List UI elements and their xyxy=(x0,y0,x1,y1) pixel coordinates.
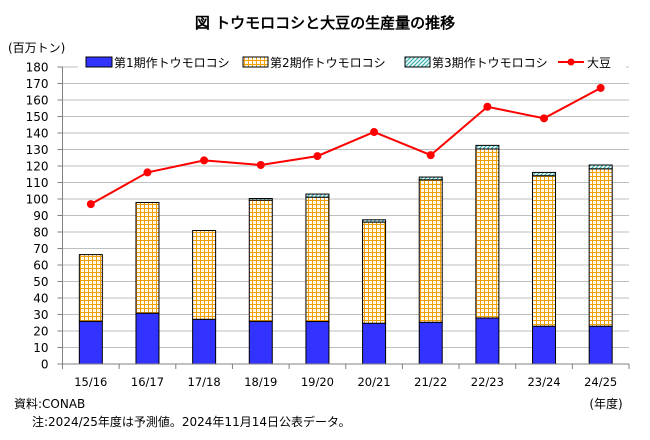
x-tick-label: 24/25 xyxy=(584,375,617,389)
bar-stage1-corn xyxy=(305,320,330,365)
x-tick-label: 22/23 xyxy=(471,375,504,389)
bar-stage2-corn xyxy=(192,230,217,320)
legend: 第1期作トウモロコシ 第2期作トウモロコシ 第3期作トウモロコシ 大豆 xyxy=(78,52,626,72)
y-tick-label: 170 xyxy=(26,77,49,91)
source-note: 資料:CONAB xyxy=(14,397,85,411)
y-tick-label: 130 xyxy=(26,143,49,157)
soy-point xyxy=(200,156,209,165)
y-tick-label: 80 xyxy=(33,226,48,240)
y-axis-ticks: 0 10 20 30 40 50 60 70 80 90 100 110 120 130 140 150 160… xyxy=(26,61,63,372)
y-tick-label: 20 xyxy=(33,325,48,339)
soy-point xyxy=(596,83,605,92)
x-tick-label: 20/21 xyxy=(357,375,390,389)
soy-point xyxy=(256,161,265,170)
y-tick-label: 90 xyxy=(33,209,48,223)
bar-stage1-corn xyxy=(135,312,160,365)
bar-stage1-corn xyxy=(418,321,443,365)
soy-point xyxy=(426,151,435,160)
bars xyxy=(78,144,613,365)
x-tick-label: 23/24 xyxy=(527,375,560,389)
bar-stage3-corn xyxy=(362,219,387,223)
bar-stage1-corn xyxy=(192,318,217,365)
soy-point xyxy=(313,152,322,161)
y-tick-label: 180 xyxy=(26,61,49,75)
x-tick-label: 19/20 xyxy=(301,375,334,389)
y-tick-label: 100 xyxy=(26,193,49,207)
y-tick-label: 50 xyxy=(33,275,48,289)
bar-stage3-corn xyxy=(248,198,273,201)
legend-label-stage2: 第2期作トウモロコシ xyxy=(270,56,386,70)
y-tick-label: 110 xyxy=(26,176,49,190)
bar-stage1-corn xyxy=(532,325,557,365)
y-tick-label: 160 xyxy=(26,94,49,108)
soy-point xyxy=(483,102,492,111)
soy-point xyxy=(540,114,549,123)
bar-stage2-corn xyxy=(78,254,103,322)
bar-stage2-corn xyxy=(532,175,557,327)
bar-stage2-corn xyxy=(475,148,500,319)
soy-point xyxy=(143,168,152,177)
legend-swatch-stage2 xyxy=(242,56,269,68)
soy-point xyxy=(370,128,379,137)
x-tick-label: 17/18 xyxy=(188,375,221,389)
y-axis-unit-label: (百万トン) xyxy=(8,41,65,55)
bar-stage2-corn xyxy=(135,201,160,314)
bar-stage1-corn xyxy=(588,325,613,365)
legend-item-soy: 大豆 xyxy=(558,56,611,70)
x-tick-label: 15/16 xyxy=(74,375,107,389)
y-tick-label: 150 xyxy=(26,110,49,124)
bar-stage2-corn xyxy=(588,168,613,327)
legend-item-stage3: 第3期作トウモロコシ xyxy=(404,56,548,70)
legend-label-stage3: 第3期作トウモロコシ xyxy=(432,56,548,70)
y-tick-label: 120 xyxy=(26,160,49,174)
legend-swatch-stage1 xyxy=(85,56,113,68)
bar-stage1-corn xyxy=(78,320,103,365)
bar-stage3-corn xyxy=(588,164,613,170)
bar-stage2-corn xyxy=(248,199,273,322)
legend-label-soy: 大豆 xyxy=(587,56,611,70)
y-tick-label: 140 xyxy=(26,127,49,141)
bar-stage1-corn xyxy=(475,317,500,365)
soy-line xyxy=(90,87,602,205)
y-tick-label: 70 xyxy=(33,242,48,256)
legend-item-stage2: 第2期作トウモロコシ xyxy=(242,56,386,70)
bar-stage3-corn xyxy=(305,193,330,198)
legend-swatch-stage3 xyxy=(404,56,431,68)
bar-stage2-corn xyxy=(305,196,330,322)
bar-stage1-corn xyxy=(248,320,273,365)
legend-background xyxy=(78,52,626,72)
y-tick-label: 10 xyxy=(33,341,48,355)
soy-line-series xyxy=(86,83,605,209)
y-tick-label: 40 xyxy=(33,292,48,306)
legend-swatch-soy-marker xyxy=(567,58,575,66)
bar-stage3-corn xyxy=(475,144,500,150)
legend-item-stage1: 第1期作トウモロコシ xyxy=(85,56,230,70)
bar-stage3-corn xyxy=(418,176,443,181)
y-tick-label: 30 xyxy=(33,308,48,322)
soy-point xyxy=(86,200,95,209)
x-axis-unit-label: (年度) xyxy=(589,396,622,411)
y-tick-label: 60 xyxy=(33,259,48,273)
x-tick-label: 16/17 xyxy=(131,375,164,389)
x-axis-ticks: 15/16 16/17 17/18 18/19 19/20 20/21 21/22 22/23… xyxy=(62,364,630,389)
bar-stage1-corn xyxy=(362,322,387,365)
x-tick-label: 21/22 xyxy=(414,375,447,389)
x-tick-label: 18/19 xyxy=(244,375,277,389)
legend-label-stage1: 第1期作トウモロコシ xyxy=(114,56,230,70)
footnote: 注:2024/25年度は予測値。2024年11月14日公表データ。 xyxy=(32,414,351,429)
y-tick-label: 0 xyxy=(41,358,49,372)
bar-stage3-corn xyxy=(532,171,557,177)
bar-stage2-corn xyxy=(362,221,387,324)
bar-stage2-corn xyxy=(418,179,443,323)
chart-title: 図 トウモロコシと大豆の生産量の推移 xyxy=(195,14,455,32)
